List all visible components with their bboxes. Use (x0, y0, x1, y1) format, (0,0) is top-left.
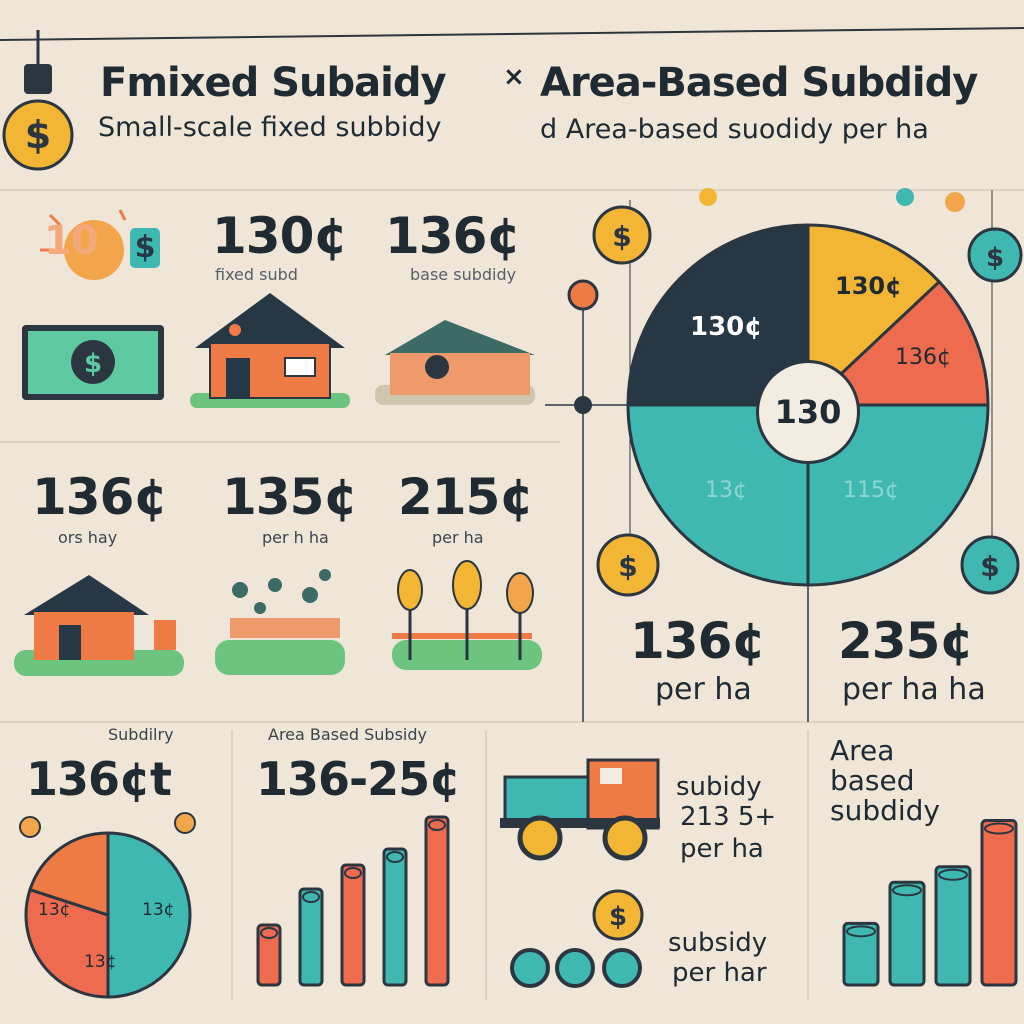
svg-text:$: $ (980, 550, 999, 583)
mid-card1-value: 136¢ (32, 468, 168, 526)
panel4-line3: subdidy (830, 794, 941, 827)
right-bottom-left-caption: per ha (655, 672, 752, 707)
panel2-bar-cap-1 (302, 891, 320, 903)
panel2-bar-cap-3 (386, 851, 404, 863)
house-icon (190, 293, 350, 408)
farmhouse-icon (14, 575, 184, 676)
panel4-bar-chart (842, 819, 1018, 987)
panel3-text4: subsidy (668, 928, 768, 958)
panel1-pie-label-c: 13¢ (84, 952, 117, 972)
panel2-bar-cap-4 (428, 819, 446, 831)
panel3-text3: per ha (680, 834, 764, 864)
icon-label: 10 (44, 218, 99, 264)
right-bottom-right-caption: per ha ha (842, 672, 986, 707)
panel2-bar-2 (340, 863, 366, 987)
panel3-text1: subidy (676, 772, 762, 802)
panel4-bar-1 (888, 880, 926, 987)
pie-label-red: 136¢ (895, 345, 951, 370)
main-pie-slice-3 (806, 403, 990, 587)
mid-card1-caption: ors hay (58, 528, 118, 547)
pie-center-label: 130 (756, 360, 860, 464)
title-left: Fmixed Subaidy (100, 60, 447, 106)
right-bottom-left-value: 136¢ (630, 612, 766, 670)
panel1-pie-slice-1 (24, 887, 110, 999)
right-bottom-right-value: 235¢ (838, 612, 974, 670)
subtitle-left: Small-scale fixed subbidy (98, 112, 442, 143)
panel4-bar-cap-0 (846, 925, 876, 938)
svg-text:$: $ (986, 243, 1004, 273)
main-pie-slice-1 (806, 223, 942, 409)
svg-text:$: $ (84, 349, 102, 379)
main-pie-slice-4 (626, 403, 810, 587)
pie-label-navy: 130¢ (690, 312, 763, 342)
main-pie-slice-0 (626, 223, 810, 407)
mid-card2-caption: per h ha (262, 528, 329, 547)
panel4-bar-3 (980, 819, 1018, 987)
panel1-value: 136¢t (26, 752, 172, 806)
top-card2-caption: base subdidy (410, 265, 517, 284)
panel4-bar-0 (842, 921, 880, 987)
panel1-title: Subdilry (108, 725, 174, 744)
svg-text:$: $ (618, 550, 637, 583)
title-right: Area-Based Subdidy (540, 60, 978, 106)
main-pie-slice-2 (804, 279, 990, 407)
panel1-pie-slice-2 (28, 831, 110, 918)
pie-label-yellow: 130¢ (835, 272, 902, 300)
panel2-bar-1 (298, 887, 324, 987)
panel1-pie-chart (24, 831, 192, 999)
mid-card2-value: 135¢ (222, 468, 358, 526)
panel2-bar-cap-2 (344, 867, 362, 879)
panel3-text5: per har (672, 958, 767, 988)
sun-coin-icon (40, 209, 127, 280)
panel2-bar-cap-0 (260, 927, 278, 939)
panel3-text2: 213 5+ (680, 802, 777, 832)
dollar-tile-icon: $ (130, 228, 160, 268)
panel1-decor (19, 812, 196, 838)
panel2-bar-0 (256, 923, 282, 987)
panel4-bar-cap-3 (984, 822, 1014, 835)
pie-label-teal-right: 115¢ (843, 478, 899, 503)
panel2-bar-chart (256, 815, 450, 987)
svg-text:$: $ (609, 902, 627, 932)
panel1-pie-label-b: 13¢ (142, 900, 175, 920)
panel2-bar-4 (424, 815, 450, 987)
top-card1-value: 130¢ (212, 207, 348, 265)
svg-text:$: $ (25, 113, 51, 157)
panel2-title: Area Based Subsidy (268, 725, 427, 744)
lightbulb-icon: $ (2, 30, 74, 171)
top-card1-caption: fixed subd (215, 265, 298, 284)
panel1-pie-label-a: 13¢ (38, 900, 71, 920)
mid-card3-value: 215¢ (398, 468, 534, 526)
panel4-bar-2 (934, 865, 972, 987)
panel4-line2: based (830, 764, 915, 797)
panel4-line1: Area (830, 734, 895, 767)
mid-card3-caption: per ha (432, 528, 484, 547)
orchard-icon (392, 560, 542, 670)
banknote-icon: $ (22, 325, 164, 400)
subtitle-right: d Area-based suodidy per ha (540, 114, 929, 145)
title-separator: × (503, 62, 525, 92)
pie-label-teal-left: 13¢ (705, 478, 747, 503)
barn-icon (375, 320, 535, 405)
field-icon (215, 569, 345, 675)
svg-text:$: $ (612, 220, 631, 253)
coin-stack-icon: $ (510, 889, 644, 988)
panel2-value: 136-25¢ (256, 752, 461, 806)
truck-icon (500, 758, 660, 861)
panel4-bar-cap-2 (938, 868, 968, 881)
panel1-pie-slice-0 (106, 831, 192, 999)
panel2-bar-3 (382, 847, 408, 987)
top-card2-value: 136¢ (385, 207, 521, 265)
panel4-bar-cap-1 (892, 884, 922, 897)
